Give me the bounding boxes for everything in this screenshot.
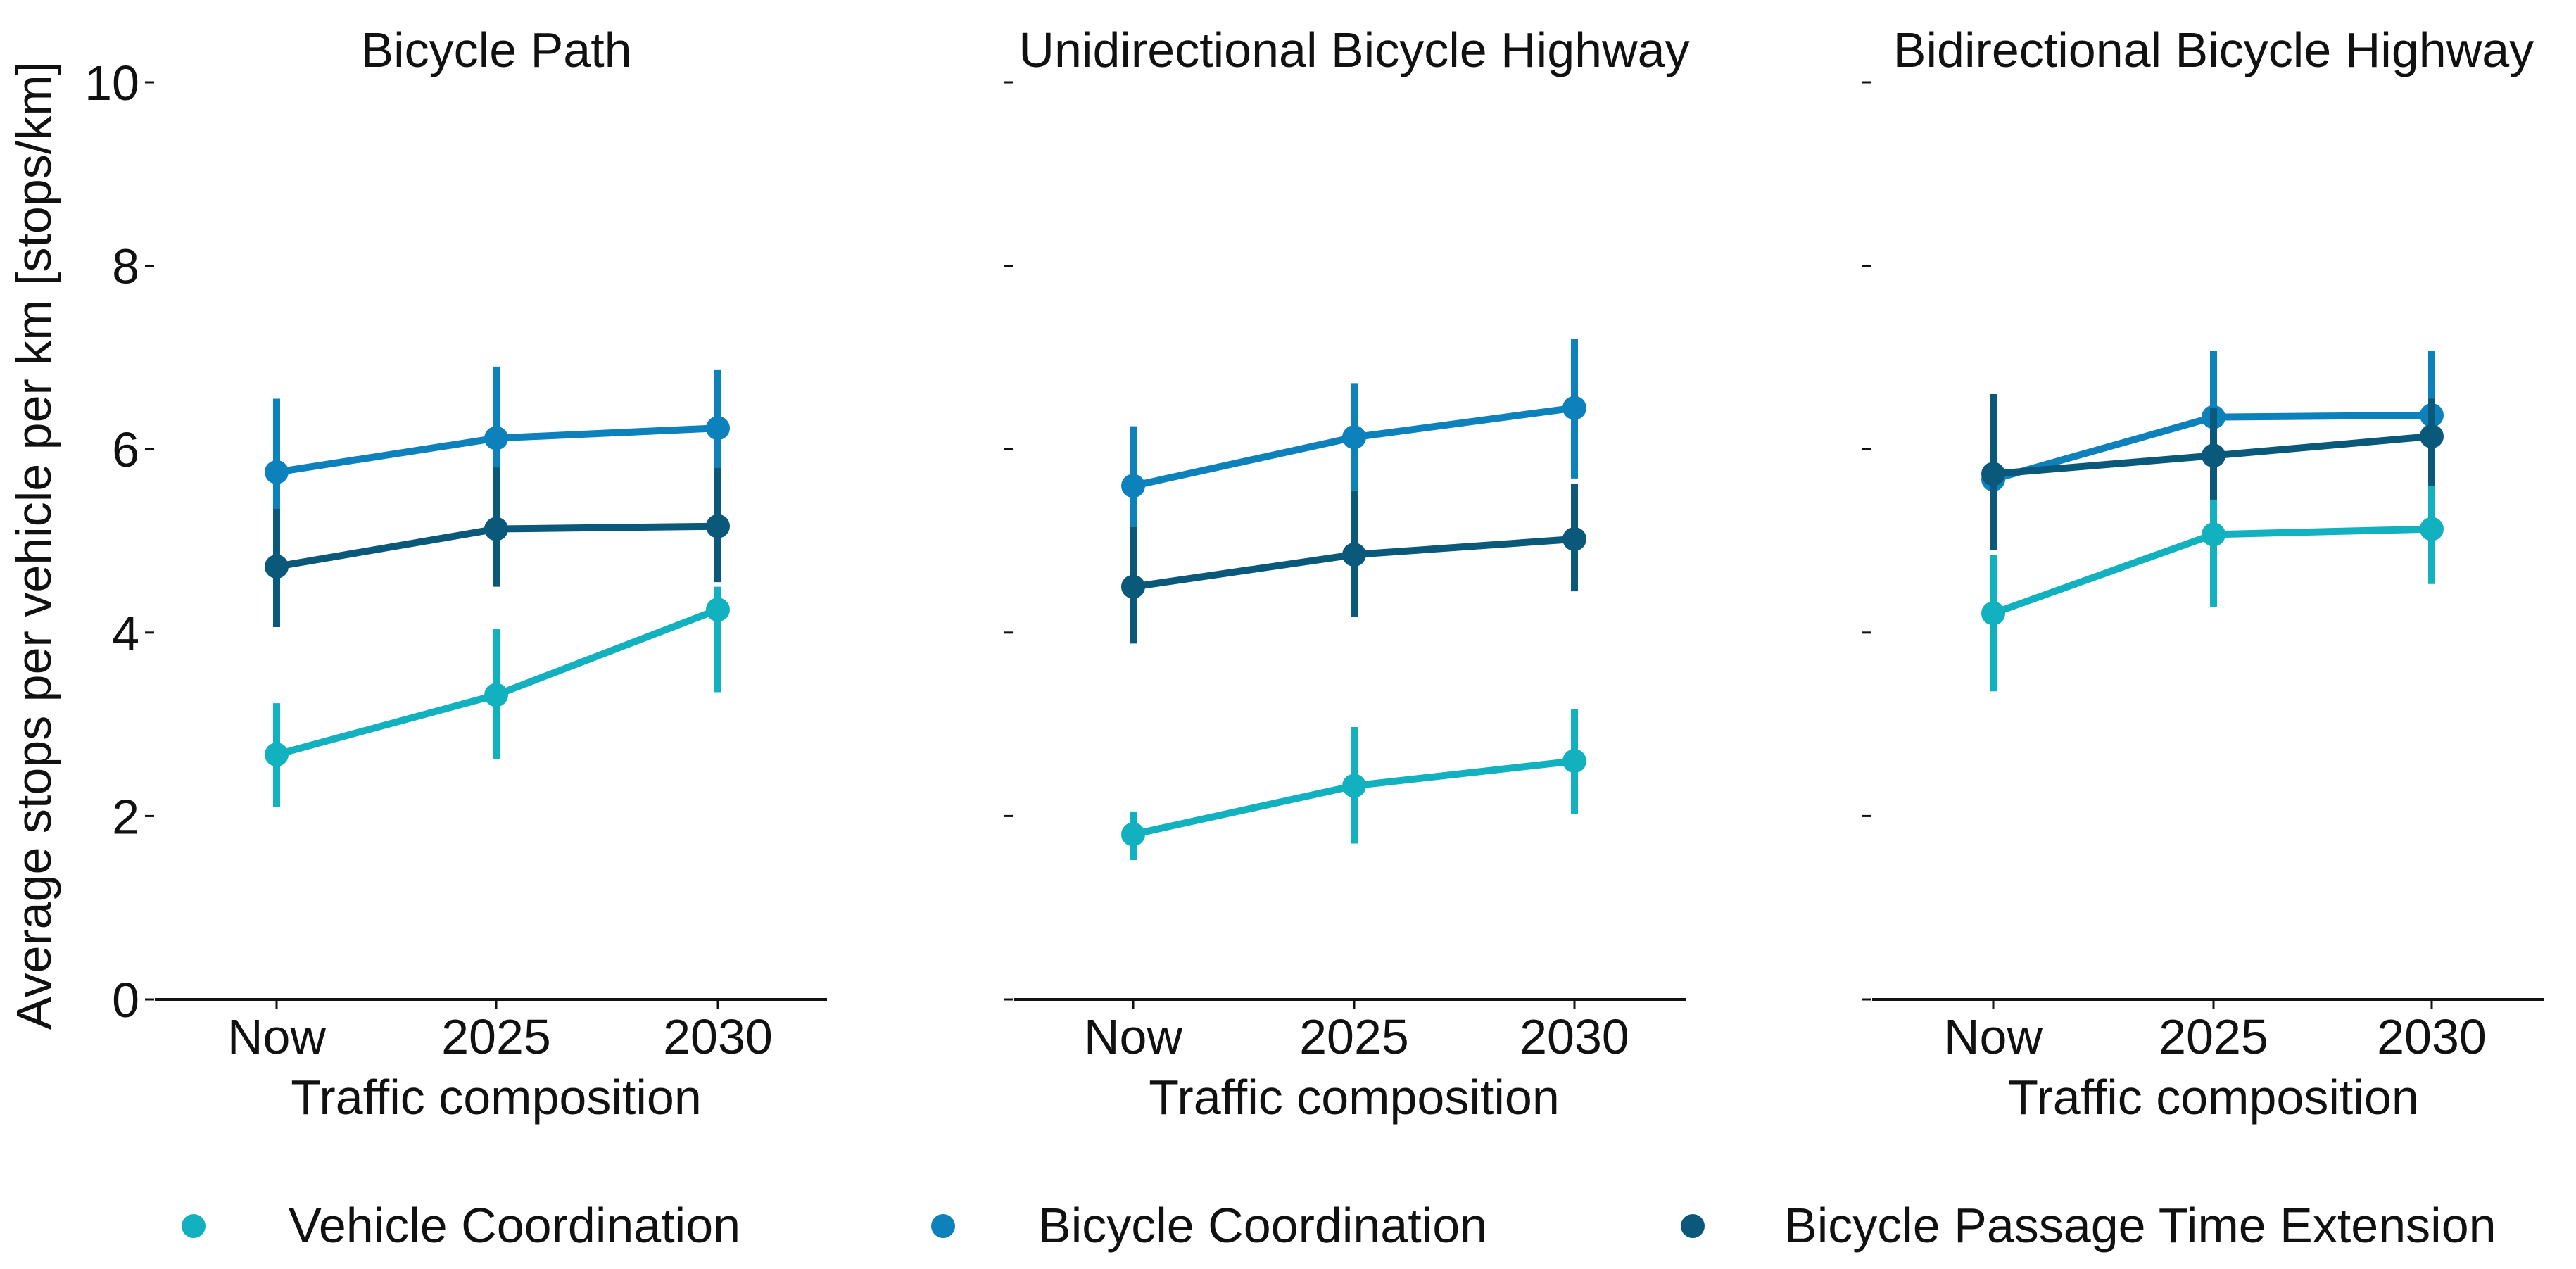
data-point [484, 517, 508, 541]
panels-layer: Bicycle Path 0 2 4 6 8 10 Now 2025 2030 Traffic co… [84, 23, 2544, 1125]
panel-2: Unidirectional Bicycle Highway Now 2025 203… [1004, 23, 1690, 1125]
data-point [265, 460, 289, 484]
data-point [1981, 462, 2005, 486]
x-tick-label: 2025 [1299, 1009, 1409, 1064]
data-point [1342, 425, 1366, 450]
data-point [484, 683, 508, 707]
series-3 [1981, 394, 2444, 550]
x-tick-label: 2030 [663, 1009, 773, 1064]
x-tick-label: 2025 [2159, 1009, 2268, 1064]
data-point [1342, 543, 1366, 567]
x-axis-label: Traffic composition [291, 1070, 702, 1125]
legend-item: Vehicle Coordination [182, 1198, 740, 1253]
legend-label: Bicycle Passage Time Extension [1784, 1198, 2496, 1253]
panel-3: Bidirectional Bicycle Highway Now 2025 2030… [1862, 23, 2544, 1125]
series-1 [1121, 708, 1586, 860]
legend: Vehicle Coordination Bicycle Coordination… [182, 1198, 2496, 1253]
y-tick-label: 8 [112, 239, 139, 294]
series-1 [1981, 481, 2444, 692]
x-tick-label: Now [1084, 1009, 1182, 1064]
data-point [265, 554, 289, 579]
x-axis-label: Traffic composition [2008, 1070, 2419, 1125]
data-point [2202, 443, 2225, 468]
x-tick-label: 2030 [2377, 1009, 2487, 1064]
legend-marker [931, 1214, 955, 1238]
x-tick-label: 2025 [441, 1009, 551, 1064]
data-point [1562, 526, 1586, 551]
data-point [484, 426, 508, 450]
data-point [1562, 396, 1586, 420]
panel-title: Bicycle Path [360, 23, 631, 77]
series-3 [265, 467, 730, 627]
x-axis-label: Traffic composition [1149, 1070, 1560, 1125]
data-point [706, 514, 730, 538]
y-tick-label: 0 [112, 973, 139, 1028]
data-point [1121, 474, 1145, 498]
legend-marker [182, 1214, 206, 1238]
legend-item: Bicycle Passage Time Extension [1681, 1198, 2496, 1253]
series-3 [1121, 484, 1586, 644]
x-tick-label: Now [227, 1009, 326, 1064]
legend-label: Vehicle Coordination [289, 1198, 740, 1253]
series-2 [1121, 339, 1586, 541]
panel-title: Bidirectional Bicycle Highway [1893, 23, 2534, 77]
y-tick-label: 4 [112, 606, 139, 661]
x-tick-label: 2030 [1520, 1009, 1629, 1064]
legend-marker [1681, 1214, 1705, 1238]
data-point [2420, 424, 2444, 448]
y-tick-label: 6 [112, 422, 139, 477]
data-point [706, 598, 730, 622]
legend-item: Bicycle Coordination [931, 1198, 1487, 1253]
series-2 [265, 366, 730, 527]
panel-title: Unidirectional Bicycle Highway [1018, 23, 1689, 77]
legend-label: Bicycle Coordination [1038, 1198, 1487, 1253]
data-point [1121, 574, 1145, 599]
y-tick-label: 2 [112, 789, 139, 844]
panel-1: Bicycle Path 0 2 4 6 8 10 Now 2025 2030 Traffic co… [84, 23, 827, 1125]
data-point [706, 416, 730, 441]
data-point [1342, 774, 1366, 798]
data-point [1121, 822, 1145, 847]
series-1 [265, 586, 730, 807]
y-axis-label: Average stops per vehicle per km [stops/… [6, 61, 61, 1030]
data-point [1981, 601, 2005, 626]
y-tick-label: 10 [84, 56, 139, 111]
x-tick-label: Now [1944, 1009, 2043, 1064]
data-point [1562, 749, 1586, 774]
data-point [2420, 517, 2444, 541]
data-point [2202, 522, 2225, 547]
data-point [265, 743, 289, 767]
